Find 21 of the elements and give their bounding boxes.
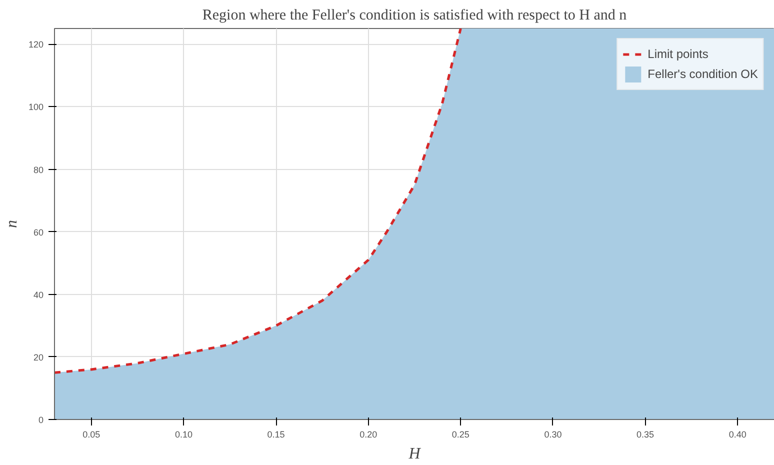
y-tick-label: 80 — [33, 164, 44, 175]
y-tick-label: 0 — [38, 415, 44, 425]
y-tick-label: 40 — [33, 290, 44, 300]
legend-label: Feller's condition OK — [648, 67, 758, 81]
y-tick-label: 100 — [28, 102, 44, 112]
x-tick-label: 0.05 — [82, 430, 100, 440]
x-tick-label: 0.35 — [636, 430, 654, 440]
chart-title: Region where the Feller's condition is satisfied with respect to H and n — [202, 8, 628, 24]
line-series — [54, 28, 462, 374]
x-tick-label: 0.30 — [544, 430, 562, 440]
y-tick-label: 20 — [33, 352, 44, 362]
x-axis-title: H — [408, 446, 422, 462]
x-tick-label: 0.10 — [174, 430, 193, 440]
x-tick-label: 0.40 — [728, 430, 746, 440]
y-tick-label: 60 — [33, 227, 44, 238]
x-tick-label: 0.25 — [452, 430, 470, 440]
legend-label: Limit points — [648, 47, 708, 61]
x-tick-label: 0.15 — [267, 430, 285, 440]
y-tick-label: 120 — [28, 40, 44, 50]
x-tick-label: 0.20 — [360, 430, 378, 440]
y-axis-title: n — [3, 220, 20, 228]
